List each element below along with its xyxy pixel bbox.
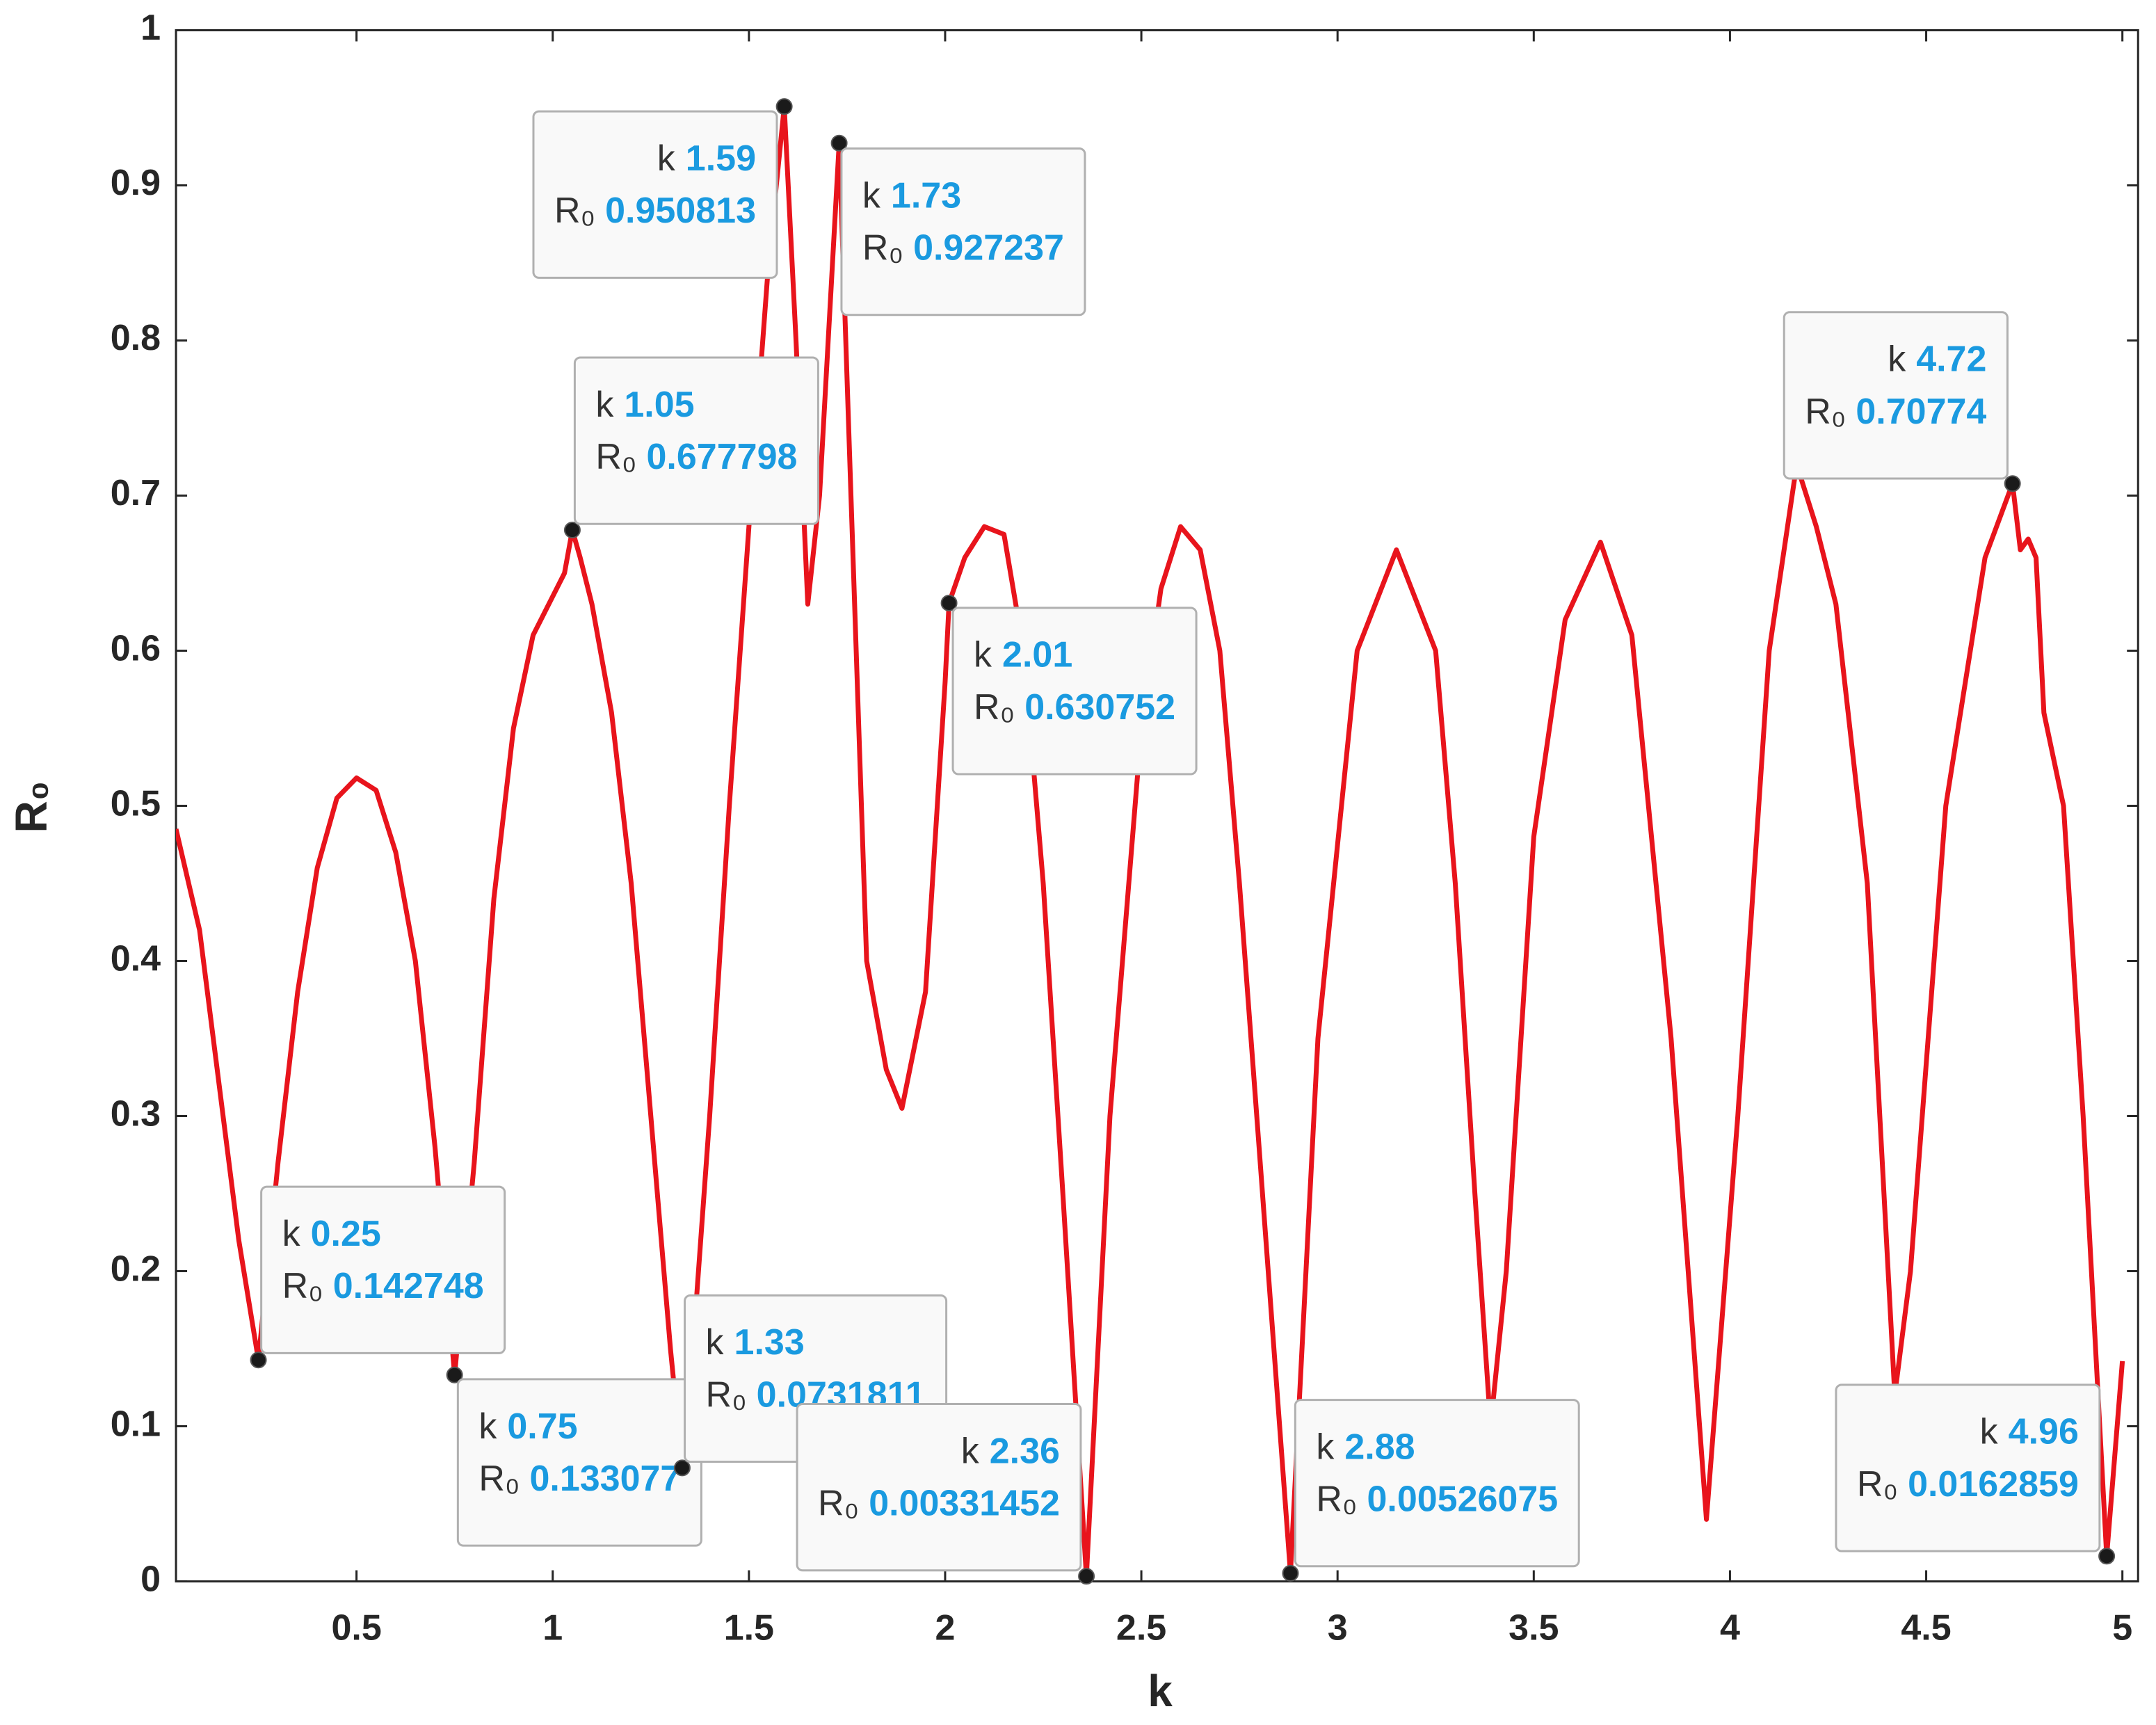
x-tick-label: 1 — [542, 1607, 563, 1648]
datatip-box — [260, 1185, 506, 1354]
datatip: k 1.73 R₀ 0.927237 — [840, 147, 1086, 316]
datatip-label: R₀ — [478, 1459, 520, 1499]
datatip-label: R₀ — [595, 437, 636, 477]
datatip-label: R₀ — [706, 1374, 747, 1415]
datatip: k 0.75 R₀ 0.133077 — [456, 1378, 702, 1547]
x-axis-label: k — [1148, 1666, 1173, 1716]
datatip-label: R₀ — [1857, 1464, 1898, 1505]
y-tick-label: 0.3 — [111, 1093, 161, 1134]
datatip-label: k — [961, 1431, 980, 1471]
y-tick-label: 0.7 — [111, 473, 161, 513]
y-tick-label: 1 — [140, 8, 161, 48]
datatip-marker — [2098, 1548, 2116, 1565]
x-tick-label: 2 — [935, 1607, 955, 1648]
datatip-box — [573, 356, 819, 525]
datatip-value: 0.927237 — [913, 228, 1064, 268]
data-line — [176, 104, 2125, 1579]
datatip-marker — [2004, 475, 2021, 492]
datatip-label: k — [862, 175, 881, 216]
datatip-label: k — [595, 385, 614, 425]
datatip-box — [1294, 1399, 1580, 1568]
datatip-box — [532, 110, 778, 279]
x-tick-label: 3.5 — [1509, 1607, 1559, 1648]
datatip-label: k — [974, 635, 992, 675]
datatip: k 4.96 R₀ 0.0162859 — [1835, 1383, 2101, 1552]
datatip-label: R₀ — [282, 1266, 323, 1306]
datatip-label: R₀ — [554, 191, 595, 231]
datatip-value: 0.70774 — [1856, 392, 1986, 432]
datatip-marker — [563, 522, 581, 539]
datatip-value: 4.72 — [1916, 339, 1986, 380]
y-tick-label: 0.6 — [111, 628, 161, 668]
datatip-value: 2.01 — [1002, 635, 1072, 675]
datatip: k 1.05 R₀ 0.677798 — [573, 356, 819, 525]
datatip-value: 4.96 — [2009, 1412, 2079, 1452]
datatip-label: k — [657, 138, 676, 179]
datatip-value: 0.950813 — [605, 191, 756, 231]
datatip-value: 0.677798 — [647, 437, 798, 477]
x-tick-label: 4.5 — [1901, 1607, 1951, 1648]
y-tick-label: 0.9 — [111, 163, 161, 203]
x-tick-label: 4 — [1720, 1607, 1740, 1648]
x-tick-label: 5 — [2112, 1607, 2132, 1648]
datatip-box — [1783, 311, 2009, 480]
y-axis-label: R₀ — [6, 780, 56, 833]
datatip-marker — [1078, 1568, 1095, 1585]
datatip-marker — [830, 134, 848, 152]
datatip-value: 1.33 — [734, 1322, 805, 1363]
datatip-value: 0.0162859 — [1908, 1464, 2079, 1505]
datatip-label: R₀ — [1316, 1479, 1357, 1520]
y-tick-label: 0.5 — [111, 783, 161, 824]
y-tick-label: 0.8 — [111, 318, 161, 358]
datatip: k 0.25 R₀ 0.142748 — [260, 1185, 506, 1354]
datatip-value: 0.142748 — [333, 1266, 484, 1306]
datatip-box — [1835, 1383, 2101, 1552]
datatip-box — [796, 1403, 1082, 1572]
datatip-value: 1.05 — [624, 385, 694, 425]
y-tick-label: 0 — [140, 1559, 161, 1599]
datatip-label: R₀ — [862, 228, 903, 268]
datatip-label: k — [282, 1214, 301, 1254]
datatip: k 4.72 R₀ 0.70774 — [1783, 311, 2009, 480]
datatip-box — [951, 607, 1198, 776]
datatip-value: 1.59 — [686, 138, 756, 179]
datatip: k 2.36 R₀ 0.00331452 — [796, 1403, 1082, 1572]
datatip-label: k — [1888, 339, 1906, 380]
datatip-label: k — [478, 1406, 497, 1447]
x-tick-label: 3 — [1328, 1607, 1348, 1648]
x-tick-label: 1.5 — [724, 1607, 774, 1648]
y-tick-label: 0.4 — [111, 938, 161, 979]
datatip-marker — [446, 1366, 463, 1383]
x-tick-label: 0.5 — [331, 1607, 381, 1648]
datatip-value: 2.36 — [990, 1431, 1060, 1471]
datatip-marker — [775, 98, 793, 115]
datatip-value: 0.00331452 — [869, 1484, 1060, 1524]
datatip: k 2.01 R₀ 0.630752 — [951, 607, 1198, 776]
datatip-value: 0.75 — [507, 1406, 577, 1447]
datatip-value: 0.630752 — [1024, 687, 1175, 728]
datatip-label: R₀ — [974, 687, 1015, 728]
datatip-marker — [250, 1351, 267, 1369]
datatip-label: k — [1980, 1412, 1999, 1452]
datatip-value: 0.25 — [311, 1214, 381, 1254]
datatip-label: R₀ — [818, 1484, 859, 1524]
datatip: k 1.59 R₀ 0.950813 — [532, 110, 778, 279]
datatip-value: 0.00526075 — [1367, 1479, 1558, 1520]
x-tick-label: 2.5 — [1116, 1607, 1166, 1648]
datatip-box — [840, 147, 1086, 316]
datatip-marker — [673, 1459, 691, 1477]
datatip: k 2.88 R₀ 0.00526075 — [1294, 1399, 1580, 1568]
datatip-marker — [1282, 1564, 1299, 1582]
datatip-value: 2.88 — [1344, 1427, 1415, 1467]
y-tick-label: 0.2 — [111, 1249, 161, 1289]
datatip-value: 1.73 — [891, 175, 961, 216]
datatip-value: 0.133077 — [529, 1459, 680, 1499]
y-tick-label: 0.1 — [111, 1404, 161, 1444]
datatip-label: R₀ — [1805, 392, 1846, 432]
datatip-label: k — [1316, 1427, 1335, 1467]
datatip-marker — [940, 594, 958, 611]
datatip-label: k — [706, 1322, 725, 1363]
